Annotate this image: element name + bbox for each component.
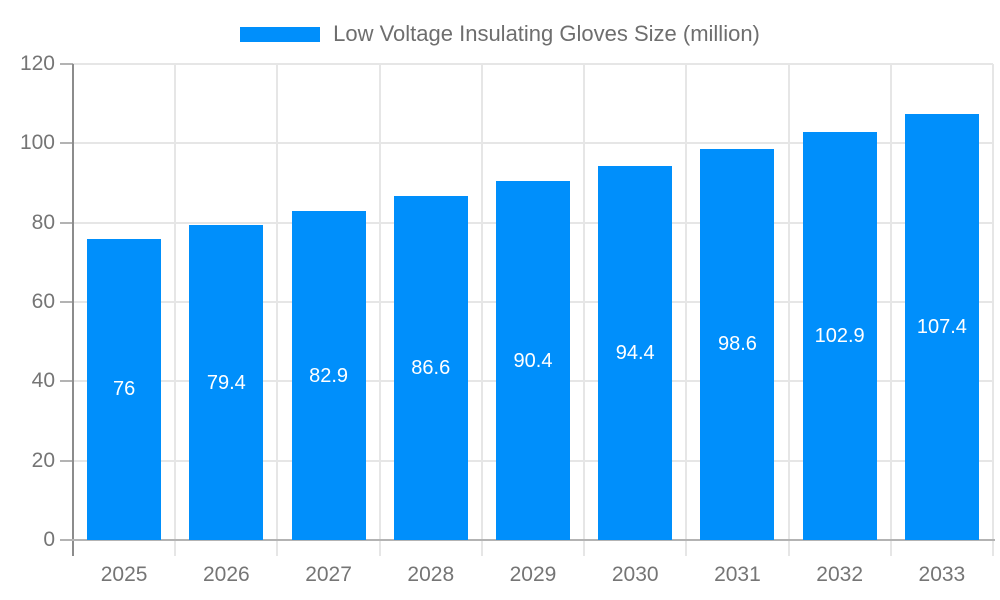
y-tick-label: 100	[19, 131, 55, 155]
bar[interactable]	[700, 148, 775, 540]
bar-value-label: 82.9	[309, 364, 349, 387]
grid-line-x	[583, 64, 586, 556]
y-axis-line	[72, 64, 74, 556]
bar-value-label: 86.6	[411, 357, 451, 380]
bar[interactable]	[393, 196, 468, 540]
bar[interactable]	[291, 211, 366, 540]
grid-line-x	[378, 64, 381, 556]
y-tick-label: 0	[43, 528, 55, 551]
bar-value-label: 94.4	[615, 341, 655, 364]
bar-value-label: 76	[112, 378, 136, 401]
x-tick-label: 2031	[714, 563, 761, 586]
y-tick	[60, 301, 73, 303]
legend-label: Low Voltage Insulating Gloves Size (mill…	[333, 21, 760, 46]
bar-value-label: 79.4	[206, 371, 246, 394]
x-tick-label: 2025	[100, 563, 148, 586]
x-tick-label: 2027	[305, 563, 352, 586]
x-tick-label: 2029	[509, 563, 557, 586]
x-tick-label: 2032	[816, 563, 864, 586]
grid-line-x	[889, 64, 892, 556]
bar[interactable]	[802, 131, 877, 540]
bar-value-label: 107.4	[916, 315, 967, 338]
bar[interactable]	[87, 238, 162, 540]
bar-value-label: 90.4	[513, 349, 553, 372]
grid-line-x	[480, 64, 483, 556]
bar[interactable]	[598, 165, 673, 540]
x-tick-label: 2033	[918, 563, 966, 586]
y-tick	[60, 380, 73, 383]
bar[interactable]	[189, 225, 264, 540]
bar-value-label: 102.9	[814, 324, 865, 347]
grid-line-x	[276, 64, 279, 556]
y-tick	[60, 459, 73, 462]
grid-line-x	[174, 64, 177, 556]
grid-line-x	[992, 64, 994, 556]
y-tick-label: 60	[31, 290, 55, 313]
bar-value-label: 98.6	[717, 333, 757, 356]
y-tick	[60, 221, 73, 224]
x-axis-line	[60, 539, 995, 541]
y-tick-label: 40	[31, 369, 55, 393]
y-tick-label: 20	[31, 448, 55, 472]
bar[interactable]	[496, 181, 570, 540]
legend-swatch	[240, 26, 321, 42]
legend[interactable]: Low Voltage Insulating Gloves Size (mill…	[0, 20, 1000, 48]
bar[interactable]	[904, 113, 979, 540]
y-tick-label: 80	[31, 210, 55, 234]
grid-line-y	[73, 63, 993, 65]
y-tick	[60, 63, 73, 65]
x-tick-label: 2028	[407, 563, 455, 586]
grid-line-x	[787, 64, 790, 556]
x-tick-label: 2026	[202, 563, 250, 586]
grid-line-x	[685, 64, 688, 556]
x-tick-label: 2030	[611, 563, 659, 586]
grid-line-y	[73, 142, 993, 145]
y-tick-label: 120	[19, 52, 55, 75]
y-tick	[60, 142, 73, 145]
